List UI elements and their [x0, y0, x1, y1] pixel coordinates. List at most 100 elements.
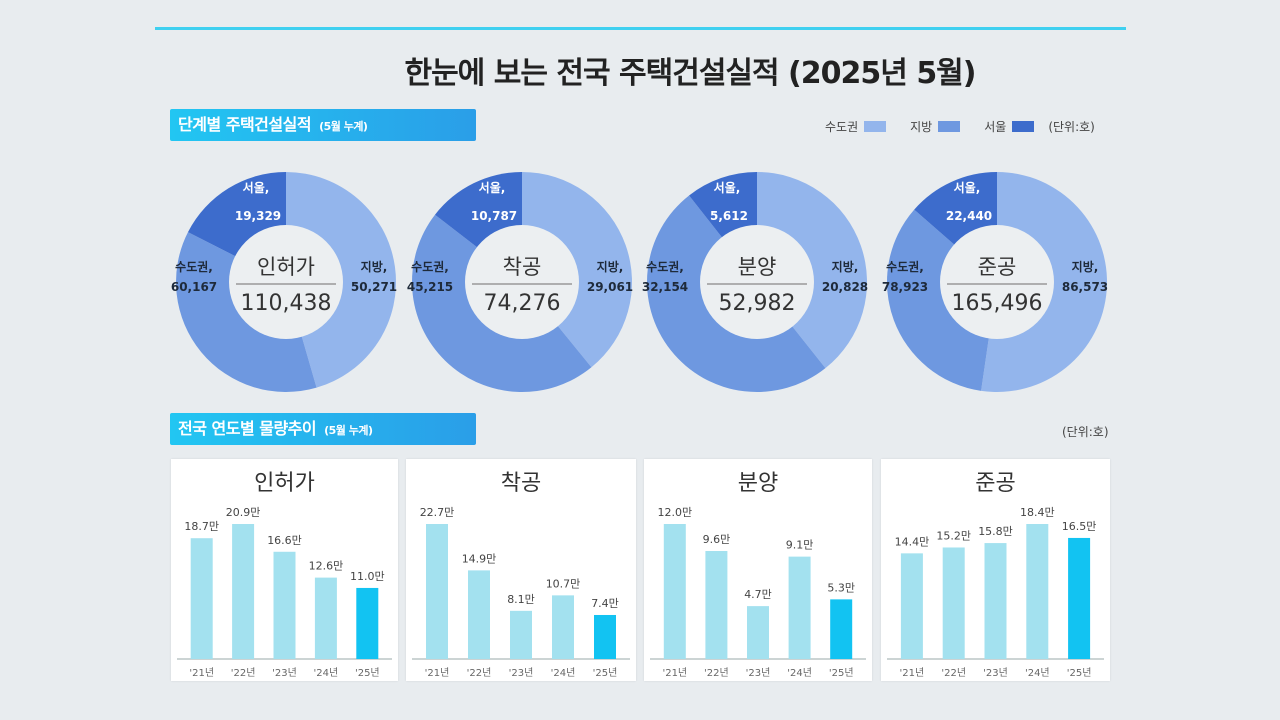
- x-tick-label: '22년: [231, 667, 256, 679]
- bar-value-label: 20.9만: [226, 506, 261, 519]
- top-divider: [155, 27, 1126, 30]
- legend: 수도권 지방 서울 (단위:호): [825, 118, 1095, 135]
- bar: [788, 556, 811, 659]
- donut-total: 74,276: [484, 291, 561, 316]
- slice-label-metro: 수도권,: [175, 260, 213, 274]
- slice-value-seoul: 19,329: [235, 209, 281, 223]
- legend-label-local: 지방: [910, 120, 933, 134]
- bar: [594, 614, 616, 659]
- slice-label-local: 지방,: [832, 259, 859, 274]
- slice-value-local: 29,061: [587, 280, 633, 294]
- donut-stage-label: 착공: [503, 255, 542, 279]
- slice-label-seoul: 서울,: [714, 180, 741, 195]
- section-header-label: 단계별 주택건설실적: [178, 115, 312, 134]
- slice-label-seoul: 서울,: [479, 180, 506, 195]
- x-tick-label: '25년: [1067, 667, 1092, 679]
- bar: [552, 595, 574, 659]
- x-tick-label: '23년: [746, 667, 771, 679]
- bar-value-label: 7.4만: [591, 597, 619, 610]
- bar-value-label: 10.7만: [546, 577, 581, 590]
- bar-value-label: 5.3만: [827, 581, 855, 594]
- x-tick-label: '25년: [829, 667, 854, 679]
- legend-label-metro: 수도권: [825, 120, 859, 134]
- slice-value-metro: 45,215: [407, 280, 453, 294]
- bar-value-label: 18.4만: [1020, 506, 1055, 519]
- slice-value-local: 50,271: [351, 280, 397, 294]
- bar-chart-complete: 14.4만 '21년 15.2만 '22년 15.8만 '23년 18.4만 '24년 16.5…: [887, 506, 1104, 679]
- section-header-sub: (5월 누계): [324, 424, 373, 437]
- unit-label: (단위:호): [1062, 425, 1109, 439]
- bar: [747, 606, 769, 659]
- x-tick-label: '25년: [355, 667, 380, 679]
- slice-value-metro: 60,167: [171, 280, 217, 294]
- panel-title: 준공: [975, 471, 1016, 496]
- bar-value-label: 12.6만: [309, 560, 344, 573]
- x-tick-label: '23년: [509, 667, 534, 679]
- bar-panel-sale: 분양 12.0만 '21년 9.6만 '22년 4.7만 '23년 9.1만 '24년 5.3만 '…: [644, 459, 872, 681]
- bar: [984, 543, 1007, 659]
- slice-value-seoul: 10,787: [471, 209, 517, 223]
- bar-value-label: 4.7만: [744, 588, 772, 601]
- legend-label-seoul: 서울: [984, 120, 1007, 134]
- slice-label-local: 지방,: [361, 259, 388, 274]
- legend-swatch-local: [938, 121, 961, 132]
- bar-panel-permit: 인허가 18.7만 '21년 20.9만 '22년 16.6만 '23년 12.6만 '24년 1…: [171, 459, 398, 681]
- x-tick-label: '23년: [272, 667, 297, 679]
- bar: [510, 610, 532, 659]
- x-tick-label: '24년: [314, 667, 339, 679]
- slice-label-seoul: 서울,: [954, 180, 981, 195]
- slice-value-local: 20,828: [822, 280, 868, 294]
- legend-unit: (단위:호): [1048, 120, 1095, 134]
- donut-stage-label: 인허가: [257, 255, 315, 279]
- x-tick-label: '21년: [900, 667, 925, 679]
- bar: [468, 570, 490, 659]
- slice-value-seoul: 5,612: [710, 209, 748, 223]
- x-tick-label: '21년: [189, 667, 214, 679]
- section-header-yearly: 전국 연도별 물량추이 (5월 누계): [170, 413, 476, 445]
- bar-chart-permit: 18.7만 '21년 20.9만 '22년 16.6만 '23년 12.6만 '24년 11.0…: [177, 506, 392, 679]
- slice-value-local: 86,573: [1062, 280, 1108, 294]
- panel-title: 인허가: [254, 471, 315, 496]
- bar: [232, 524, 255, 659]
- bar: [830, 599, 853, 659]
- section-header-sub: (5월 누계): [319, 120, 368, 133]
- bar-value-label: 14.9만: [462, 552, 497, 565]
- donut-total: 165,496: [952, 291, 1043, 316]
- bar: [1026, 524, 1049, 659]
- bar-value-label: 15.8만: [978, 525, 1013, 538]
- slice-value-metro: 32,154: [642, 280, 688, 294]
- slice-value-metro: 78,923: [882, 280, 928, 294]
- donut-stage-label: 준공: [978, 255, 1017, 279]
- bar: [356, 587, 379, 659]
- bar-value-label: 18.7만: [184, 520, 219, 533]
- donut-hole: [700, 225, 814, 339]
- x-tick-label: '22년: [704, 667, 729, 679]
- bar: [273, 551, 296, 659]
- bar-panel-complete: 준공 14.4만 '21년 15.2만 '22년 15.8만 '23년 18.4만 '24년 16…: [881, 459, 1110, 681]
- x-tick-label: '25년: [593, 667, 618, 679]
- bar: [942, 547, 965, 659]
- x-tick-label: '24년: [551, 667, 576, 679]
- bar-value-label: 22.7만: [420, 506, 455, 519]
- bar-value-label: 11.0만: [350, 570, 385, 583]
- panel-title: 분양: [737, 471, 779, 496]
- donut-hole: [940, 225, 1054, 339]
- x-tick-label: '21년: [425, 667, 450, 679]
- donut-stage-label: 분양: [738, 255, 777, 279]
- slice-metro: [886, 209, 997, 391]
- bar: [900, 553, 923, 659]
- x-tick-label: '24년: [787, 667, 812, 679]
- bar: [314, 577, 337, 659]
- slice-label-local: 지방,: [597, 259, 624, 274]
- donut-total: 110,438: [241, 291, 332, 316]
- bar: [190, 538, 213, 659]
- bar-value-label: 8.1만: [507, 593, 535, 606]
- bar-chart-sale: 12.0만 '21년 9.6만 '22년 4.7만 '23년 9.1만 '24년 5.3만 '25…: [650, 506, 866, 679]
- bar-value-label: 9.1만: [786, 539, 814, 552]
- bar-value-label: 14.4만: [895, 535, 930, 548]
- x-tick-label: '22년: [941, 667, 966, 679]
- section-header-stage: 단계별 주택건설실적 (5월 누계): [170, 109, 476, 141]
- panel-title: 착공: [500, 471, 542, 496]
- x-tick-label: '22년: [467, 667, 492, 679]
